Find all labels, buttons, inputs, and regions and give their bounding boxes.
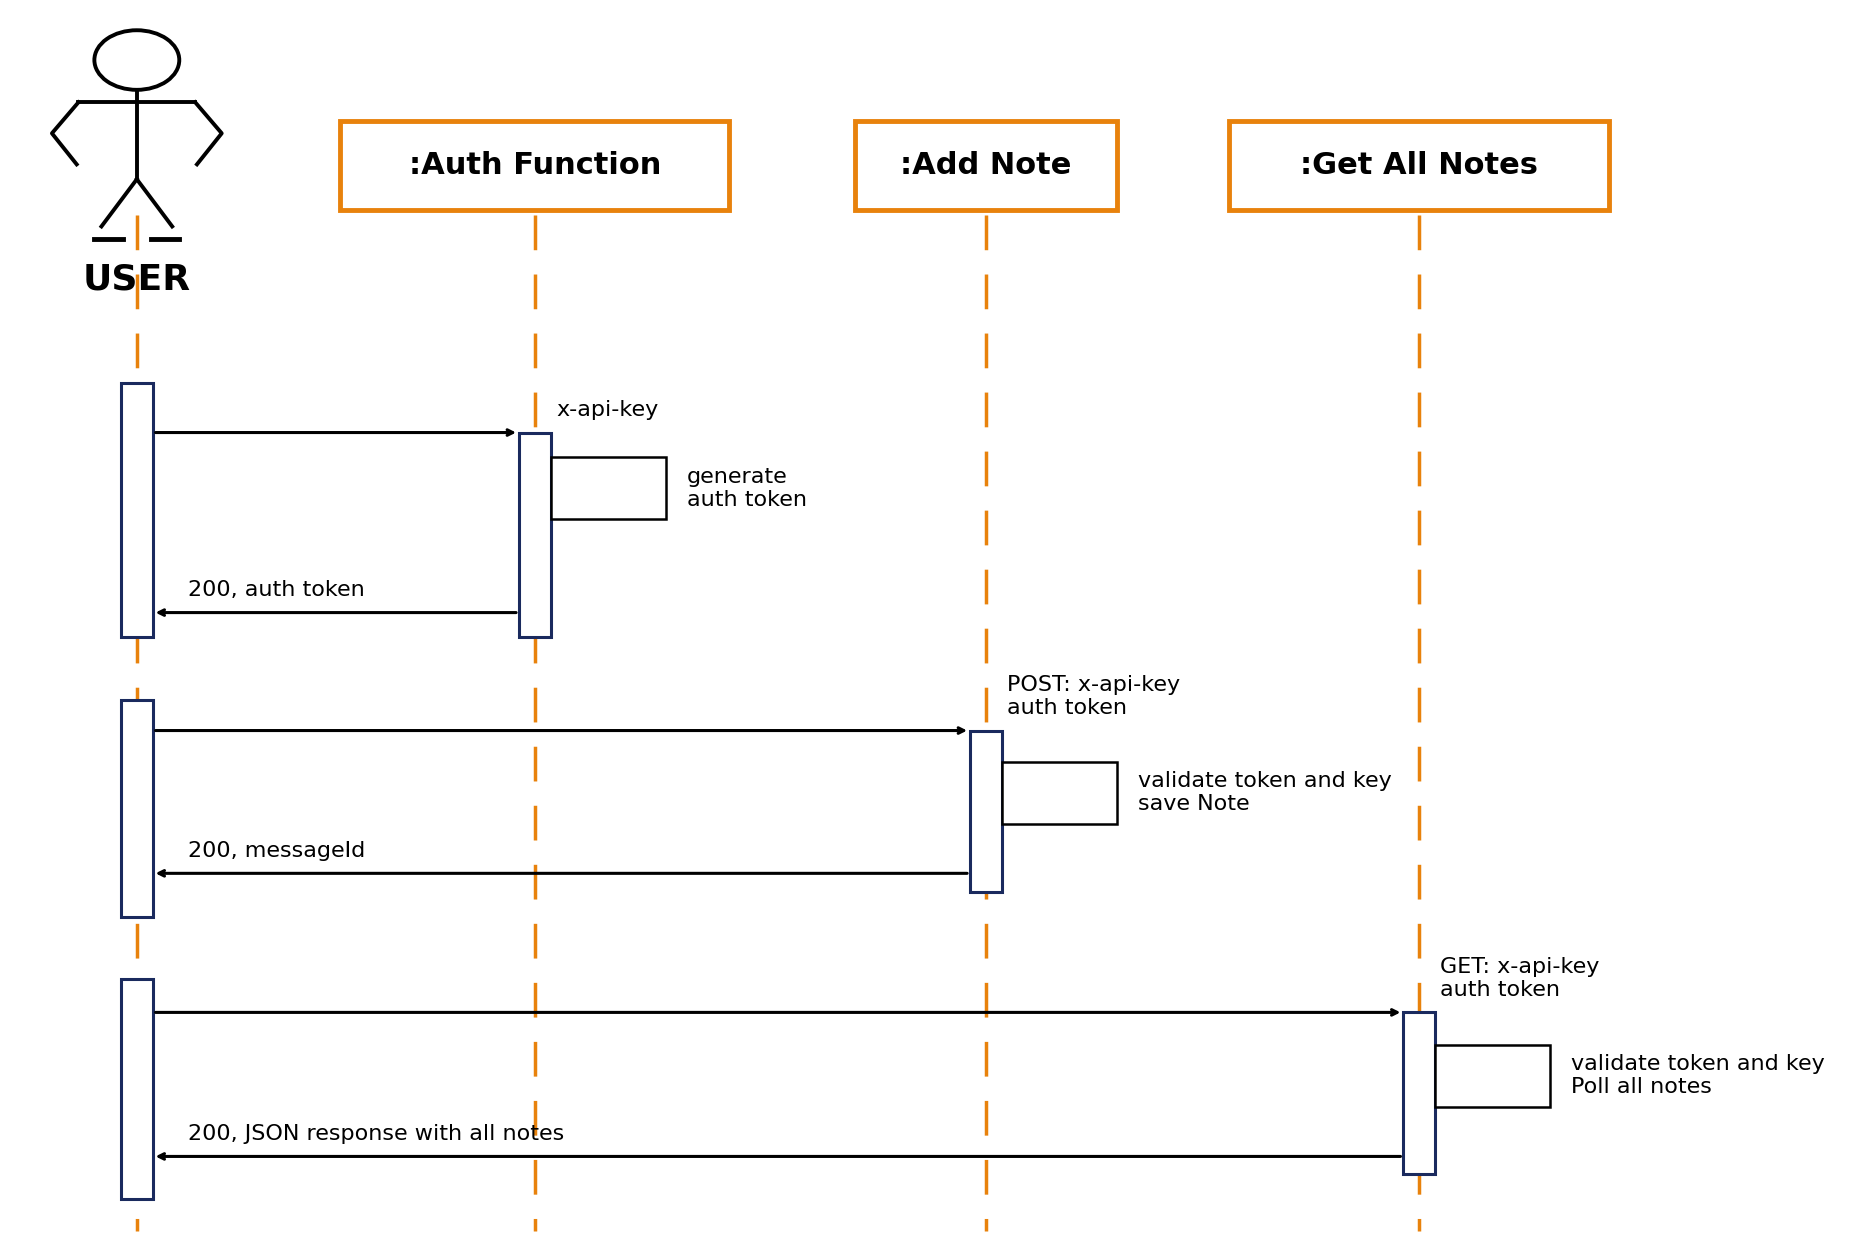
FancyBboxPatch shape bbox=[550, 458, 666, 520]
Text: :Add Note: :Add Note bbox=[899, 151, 1071, 180]
FancyBboxPatch shape bbox=[121, 979, 153, 1199]
Text: generate
auth token: generate auth token bbox=[687, 466, 806, 510]
Text: USER: USER bbox=[82, 262, 190, 296]
FancyBboxPatch shape bbox=[855, 121, 1116, 210]
Text: 200, auth token: 200, auth token bbox=[188, 580, 366, 600]
FancyBboxPatch shape bbox=[1002, 761, 1116, 824]
Text: :Get All Notes: :Get All Notes bbox=[1301, 151, 1538, 180]
Text: x-api-key: x-api-key bbox=[556, 400, 659, 420]
FancyBboxPatch shape bbox=[340, 121, 730, 210]
Text: validate token and key
save Note: validate token and key save Note bbox=[1138, 771, 1392, 814]
FancyBboxPatch shape bbox=[519, 432, 550, 638]
FancyBboxPatch shape bbox=[970, 730, 1002, 892]
Text: POST: x-api-key
auth token: POST: x-api-key auth token bbox=[1008, 675, 1179, 717]
FancyBboxPatch shape bbox=[1403, 1013, 1435, 1174]
FancyBboxPatch shape bbox=[1435, 1045, 1551, 1106]
FancyBboxPatch shape bbox=[121, 700, 153, 916]
Text: GET: x-api-key
auth token: GET: x-api-key auth token bbox=[1441, 956, 1599, 1000]
Text: :Auth Function: :Auth Function bbox=[409, 151, 661, 180]
FancyBboxPatch shape bbox=[1230, 121, 1608, 210]
Text: 200, JSON response with all notes: 200, JSON response with all notes bbox=[188, 1124, 564, 1144]
Text: validate token and key
Poll all notes: validate token and key Poll all notes bbox=[1571, 1054, 1825, 1098]
Text: 200, messageId: 200, messageId bbox=[188, 841, 366, 861]
FancyBboxPatch shape bbox=[121, 382, 153, 638]
